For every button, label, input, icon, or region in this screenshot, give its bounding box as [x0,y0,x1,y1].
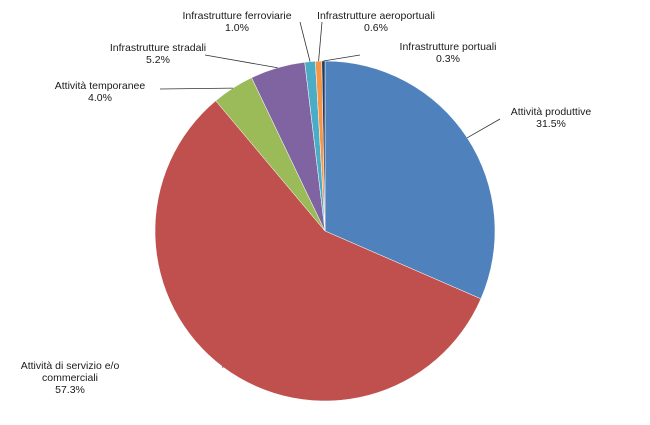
category-label: Attività di servizio e/o commerciali [20,360,120,384]
value-label: 0.6% [364,22,388,34]
label-box: Infrastrutture aeroportuali 0.6% [306,10,446,34]
value-label: 4.0% [88,92,112,104]
category-label: Attività produttive [510,106,592,118]
label-box: Attività di servizio e/o commerciali 57.3… [10,360,130,396]
leader-line [466,118,501,139]
value-label: 1.0% [225,22,249,34]
leader-line [204,54,278,69]
leader-line [159,87,233,90]
category-label: Attività temporanee [54,80,146,92]
category-label: Infrastrutture stradali [109,42,207,54]
leader-line [323,54,361,62]
leader-line [318,21,323,62]
data-label: Attività di servizio e/o commerciali57.3… [10,360,130,396]
value-label: 0.3% [436,53,460,65]
pie-slice [154,100,482,402]
leader-line [299,21,311,62]
label-box: Infrastrutture stradali 5.2% [98,42,218,66]
category-label: Infrastrutture aeroportuali [317,10,435,22]
label-box: Attività produttive 31.5% [491,106,611,130]
label-box: Attività temporanee 4.0% [40,80,160,104]
label-box: Infrastrutture portuali 0.3% [378,41,518,65]
pie-slice [324,60,496,300]
label-box: Infrastrutture ferroviarie 1.0% [167,10,307,34]
value-label: 5.2% [146,54,170,66]
category-label: Infrastrutture ferroviarie [182,10,292,22]
category-label: Infrastrutture portuali [399,41,497,53]
value-label: 57.3% [55,384,85,396]
value-label: 31.5% [536,118,566,130]
